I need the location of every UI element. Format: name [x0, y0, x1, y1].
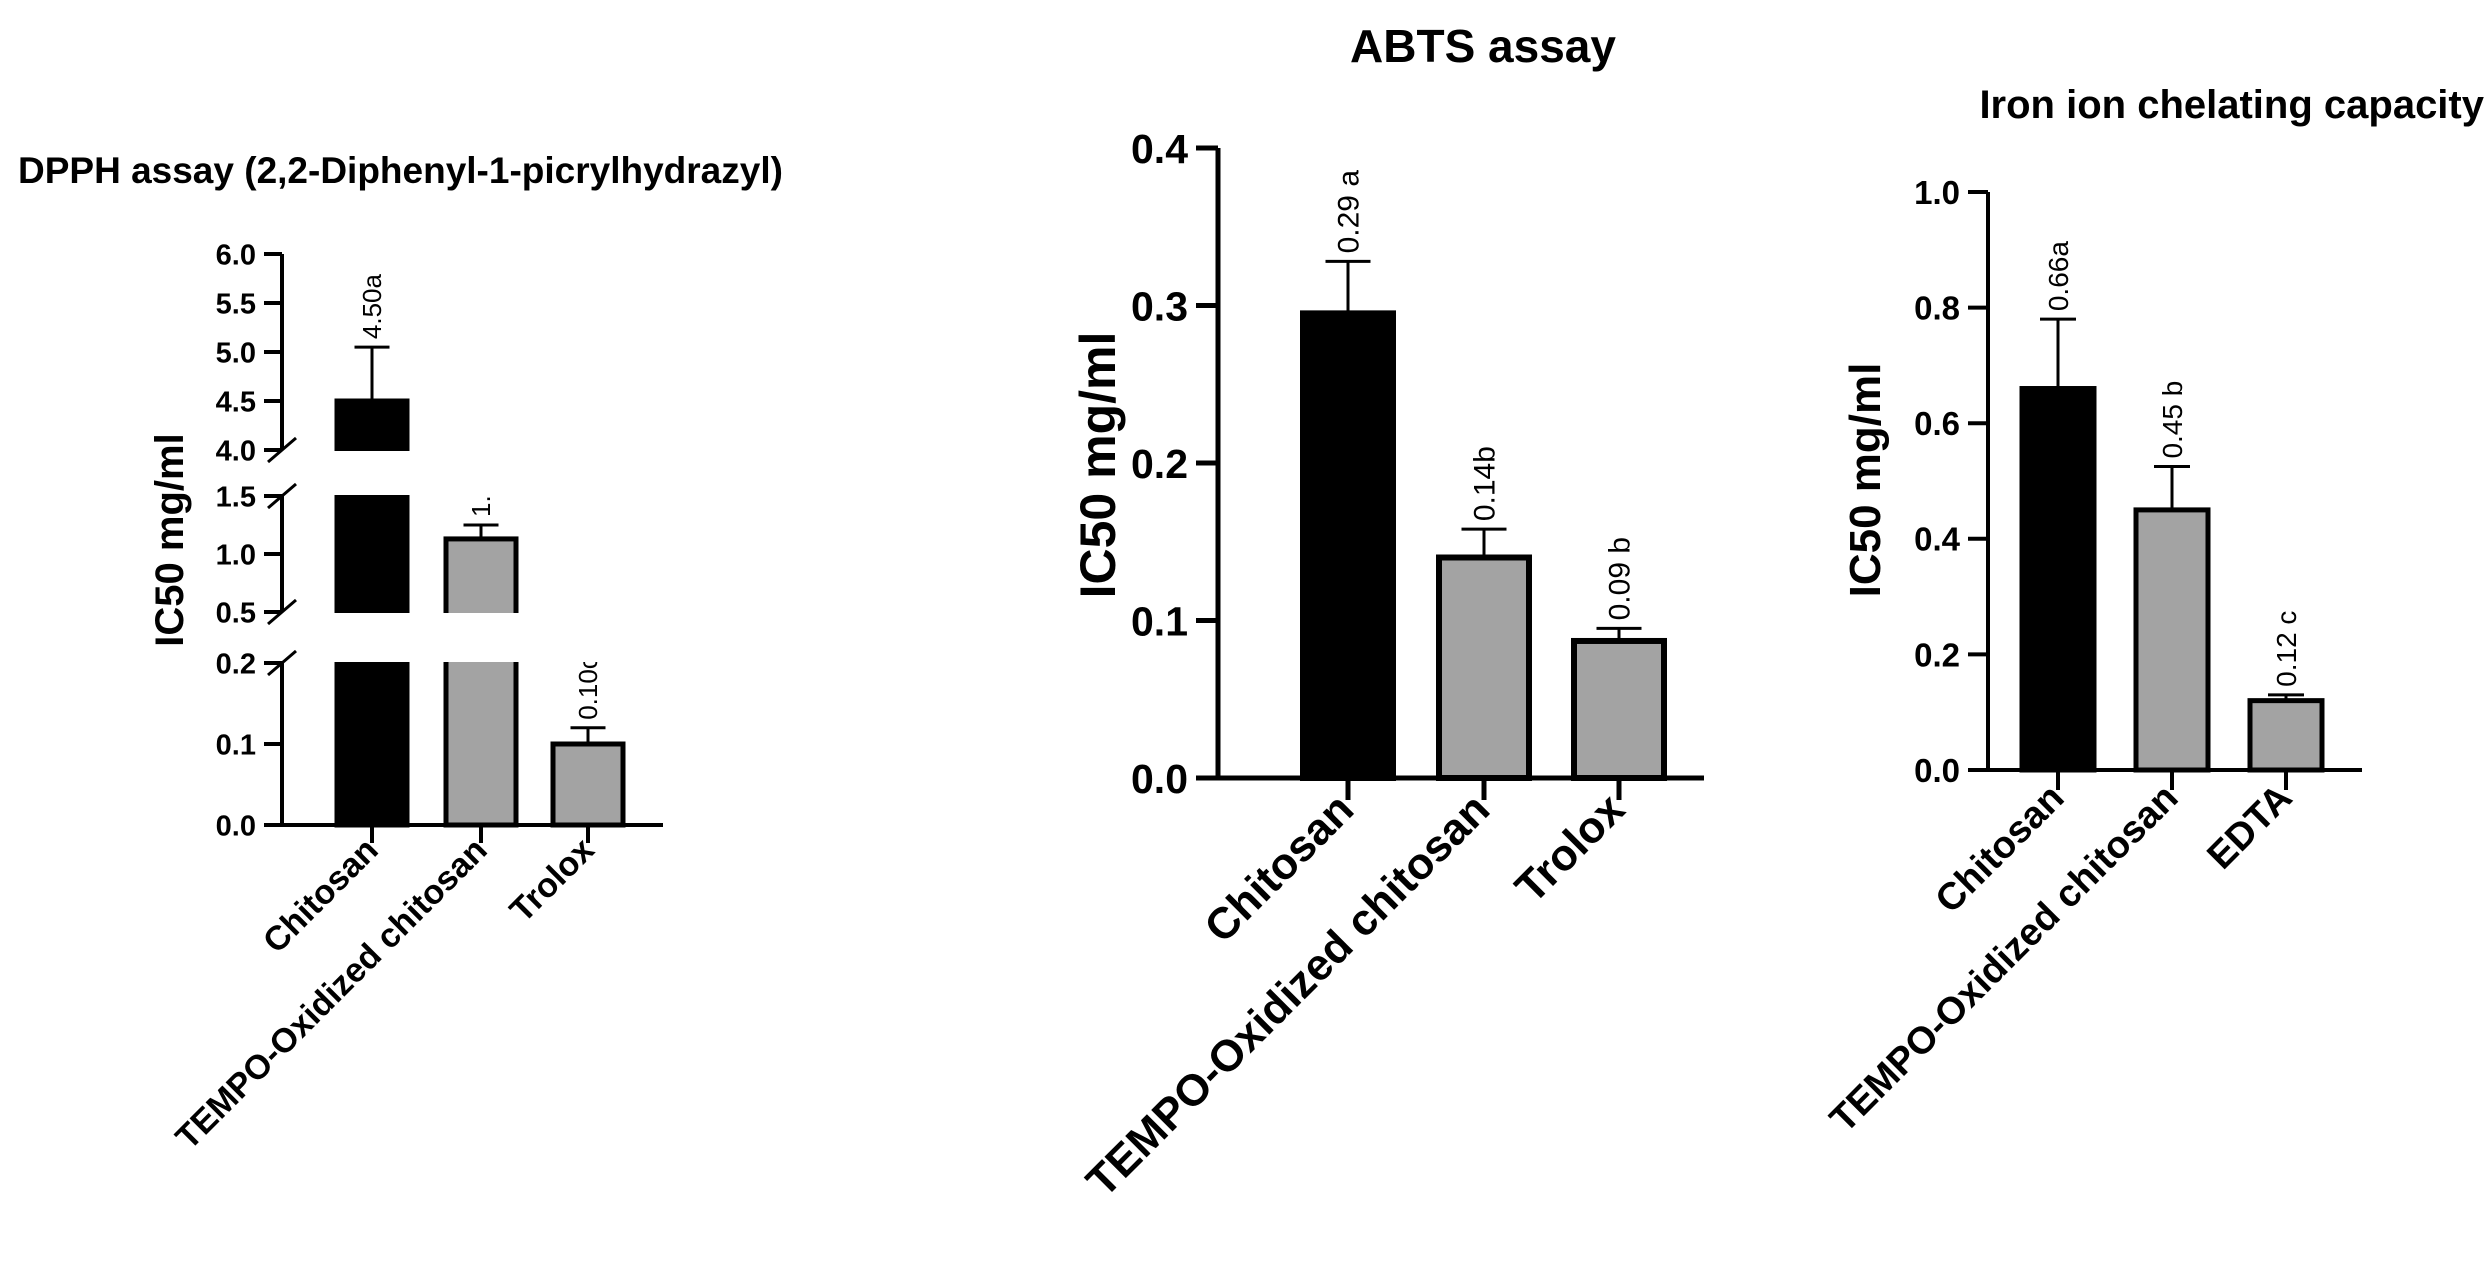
data-label: 0.09 b [1604, 537, 1637, 620]
data-label: 4.50a [357, 273, 387, 339]
y-tick-label: 0.0 [1131, 756, 1188, 802]
y-tick-label: 4.0 [216, 435, 256, 467]
y-tick-label: 1.0 [1914, 174, 1960, 211]
chart-title: ABTS assay [1350, 20, 1616, 72]
axis-break-mark [267, 482, 297, 510]
chart-1: DPPH assay (2,2-Diphenyl-1-picrylhydrazy… [18, 150, 783, 1157]
chart-title: DPPH assay (2,2-Diphenyl-1-picrylhydrazy… [18, 150, 783, 191]
y-tick-label: 0.3 [1131, 283, 1188, 329]
y-tick-label: 0.4 [1131, 126, 1188, 172]
y-tick-label: 6.0 [216, 239, 256, 271]
data-label: 0.12 c [2271, 611, 2302, 687]
axis-break-mark [267, 598, 297, 626]
y-tick-label: 0.4 [1914, 521, 1961, 558]
y-axis-label: IC50 mg/ml [1841, 363, 1890, 598]
category-label: Trolox [503, 831, 602, 930]
y-tick-label: 0.6 [1914, 405, 1960, 442]
y-tick-label: 5.0 [216, 337, 256, 369]
y-axis-label: IC50 mg/ml [148, 433, 192, 646]
category-label: Trolox [1506, 784, 1634, 912]
y-tick-label: 0.0 [1914, 752, 1960, 789]
axis-break-mark [267, 436, 297, 464]
bar [2247, 698, 2325, 773]
bar [550, 741, 626, 828]
y-tick-label: 0.8 [1914, 289, 1960, 326]
axis-break-mark [267, 649, 297, 677]
bar [1436, 554, 1532, 781]
y-tick-label: 1.5 [216, 481, 256, 513]
axis-break-gap [278, 613, 638, 662]
bar [1300, 310, 1396, 781]
axis-break-gap [278, 451, 638, 495]
category-label: EDTA [2200, 777, 2301, 878]
y-tick-label: 0.1 [1131, 598, 1188, 644]
y-axis-label: IC50 mg/ml [1070, 332, 1126, 599]
y-tick-label: 5.5 [216, 288, 256, 320]
y-tick-label: 1.0 [216, 539, 256, 571]
y-tick-label: 0.0 [216, 810, 256, 842]
bar [2019, 386, 2097, 773]
data-label: 0.29 a [1333, 170, 1366, 254]
bar [443, 536, 519, 828]
y-tick-label: 0.2 [216, 648, 256, 680]
data-label: 0.10c [573, 656, 603, 720]
data-label: 0.14b [1469, 446, 1502, 521]
y-tick-label: 4.5 [216, 386, 256, 418]
y-tick-label: 0.1 [216, 729, 256, 761]
y-tick-label: 0.2 [1914, 636, 1960, 673]
bar [2133, 507, 2211, 773]
chart-title: Iron ion chelating capacity [1979, 83, 2484, 127]
data-label: 0.66a [2043, 241, 2074, 311]
y-tick-label: 0.5 [216, 597, 256, 629]
data-label: 0.45 b [2157, 381, 2188, 459]
bar [1571, 637, 1667, 781]
chart-3: Iron ion chelating capacity IC50 mg/ml 0.6… [1822, 83, 2485, 1141]
y-tick-label: 0.2 [1131, 441, 1188, 487]
